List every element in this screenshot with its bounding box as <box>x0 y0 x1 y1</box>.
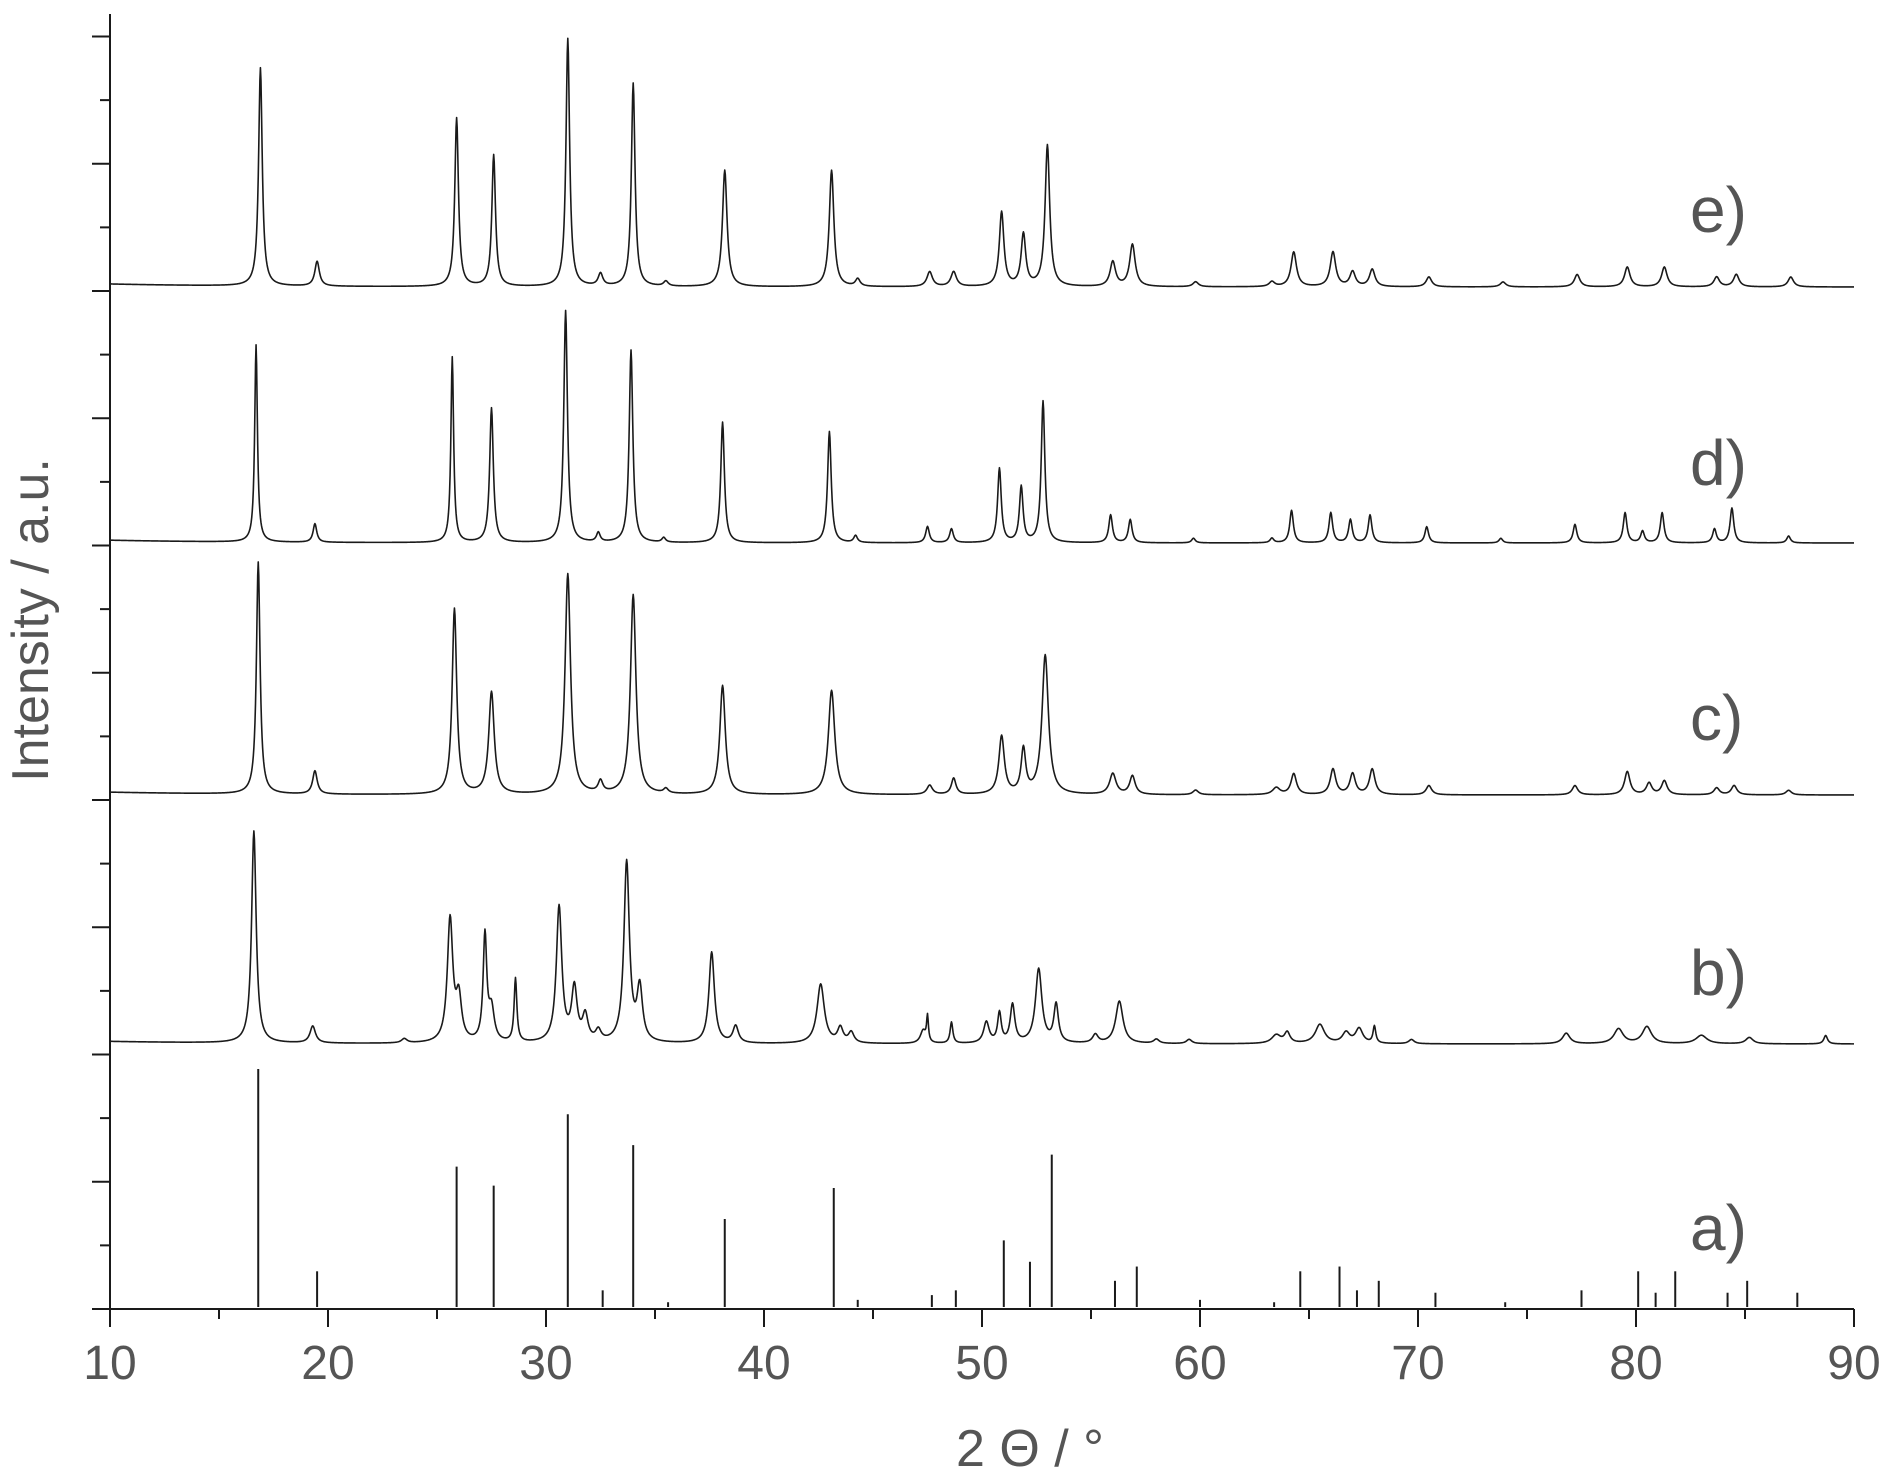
y-axis-label: Intensity / a.u. <box>2 458 60 782</box>
x-tick-label: 60 <box>1173 1337 1226 1390</box>
pattern-line <box>109 309 1855 544</box>
x-axis-label: 2 Θ / ° <box>956 1420 1104 1477</box>
x-tick-label: 20 <box>301 1337 354 1390</box>
series-label: d) <box>1690 427 1747 499</box>
series-label: a) <box>1690 1192 1747 1264</box>
series-label: c) <box>1690 682 1743 754</box>
series-e <box>109 37 1855 288</box>
x-tick-label: 10 <box>83 1337 136 1390</box>
x-tick-label: 70 <box>1391 1337 1444 1390</box>
x-tick-label: 40 <box>737 1337 790 1390</box>
x-tick-label: 30 <box>519 1337 572 1390</box>
pattern-line <box>109 830 1855 1045</box>
x-tick-label: 80 <box>1609 1337 1662 1390</box>
pattern-line <box>109 561 1855 796</box>
panel-labels: a) b) c) d) e) <box>1690 174 1747 1264</box>
series-label: b) <box>1690 937 1747 1009</box>
x-tick-label: 50 <box>955 1337 1008 1390</box>
series-a <box>257 1069 1799 1307</box>
pattern-line <box>109 37 1855 288</box>
series-c <box>109 561 1855 796</box>
series-d <box>109 309 1855 544</box>
series-label: e) <box>1690 174 1747 246</box>
series-group <box>109 37 1855 1307</box>
series-b <box>109 830 1855 1045</box>
y-axis <box>92 14 111 1310</box>
x-axis: 10 20 30 40 50 60 70 80 90 <box>83 1308 1881 1390</box>
x-tick-label: 90 <box>1827 1337 1880 1390</box>
